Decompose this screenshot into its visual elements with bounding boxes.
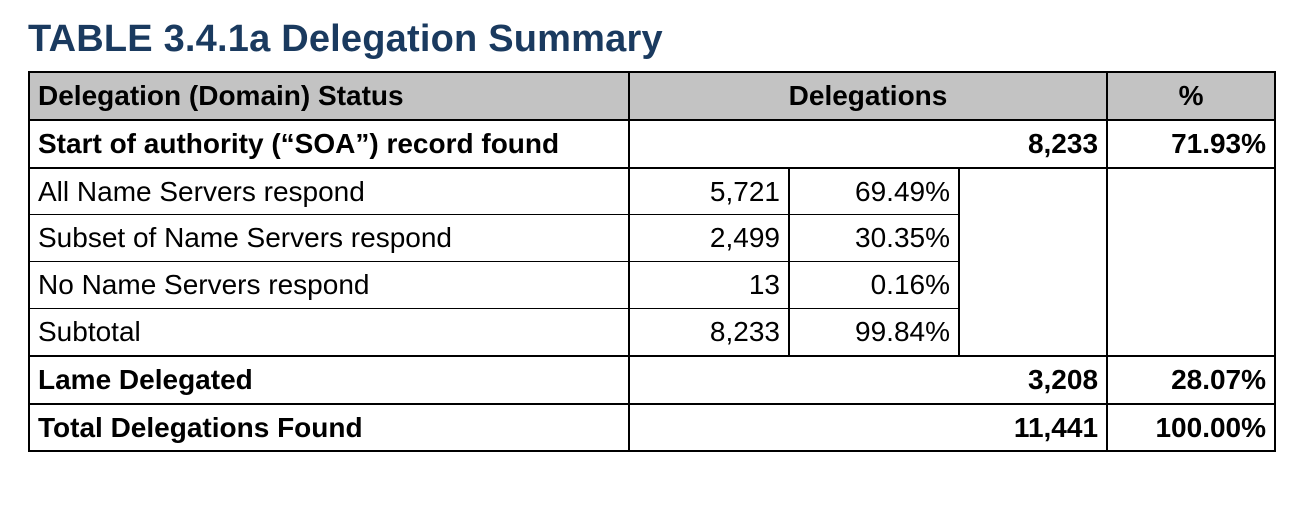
cell-delegations: 8,233 (959, 120, 1107, 168)
cell-percent: 28.07% (1107, 356, 1275, 404)
cell-delegations (959, 215, 1107, 262)
row-total-delegations: Total Delegations Found 11,441 100.00% (29, 404, 1275, 452)
cell-delegations (959, 262, 1107, 309)
row-subset-ns-respond: Subset of Name Servers respond 2,499 30.… (29, 215, 1275, 262)
cell-delegations: 3,208 (959, 356, 1107, 404)
cell-percent (1107, 262, 1275, 309)
cell-subpct: 0.16% (789, 262, 959, 309)
cell-percent: 71.93% (1107, 120, 1275, 168)
delegation-summary-table: TABLE 3.4.1a Delegation Summary Delegati… (0, 0, 1302, 480)
cell-subn (629, 120, 789, 168)
cell-percent: 100.00% (1107, 404, 1275, 452)
row-soa-found: Start of authority (“SOA”) record found … (29, 120, 1275, 168)
row-lame-delegated: Lame Delegated 3,208 28.07% (29, 356, 1275, 404)
cell-delegations (959, 168, 1107, 215)
cell-label: Subset of Name Servers respond (29, 215, 629, 262)
cell-delegations (959, 308, 1107, 355)
col-header-delegations: Delegations (629, 72, 1107, 120)
cell-subn: 8,233 (629, 308, 789, 355)
cell-subn (629, 356, 789, 404)
cell-subn: 2,499 (629, 215, 789, 262)
cell-subpct: 69.49% (789, 168, 959, 215)
cell-label: Start of authority (“SOA”) record found (29, 120, 629, 168)
cell-percent (1107, 168, 1275, 215)
cell-label: All Name Servers respond (29, 168, 629, 215)
cell-subpct (789, 356, 959, 404)
cell-percent (1107, 215, 1275, 262)
table-header-row: Delegation (Domain) Status Delegations % (29, 72, 1275, 120)
col-header-percent: % (1107, 72, 1275, 120)
cell-subn (629, 404, 789, 452)
cell-subn: 13 (629, 262, 789, 309)
row-all-ns-respond: All Name Servers respond 5,721 69.49% (29, 168, 1275, 215)
table-title: TABLE 3.4.1a Delegation Summary (28, 18, 1274, 61)
cell-subpct (789, 404, 959, 452)
cell-subpct: 99.84% (789, 308, 959, 355)
col-header-status: Delegation (Domain) Status (29, 72, 629, 120)
cell-label: Subtotal (29, 308, 629, 355)
cell-delegations: 11,441 (959, 404, 1107, 452)
row-no-ns-respond: No Name Servers respond 13 0.16% (29, 262, 1275, 309)
cell-label: No Name Servers respond (29, 262, 629, 309)
cell-percent (1107, 308, 1275, 355)
row-subtotal: Subtotal 8,233 99.84% (29, 308, 1275, 355)
cell-subn: 5,721 (629, 168, 789, 215)
cell-label: Lame Delegated (29, 356, 629, 404)
delegation-table: Delegation (Domain) Status Delegations %… (28, 71, 1276, 452)
cell-subpct: 30.35% (789, 215, 959, 262)
cell-label: Total Delegations Found (29, 404, 629, 452)
cell-subpct (789, 120, 959, 168)
